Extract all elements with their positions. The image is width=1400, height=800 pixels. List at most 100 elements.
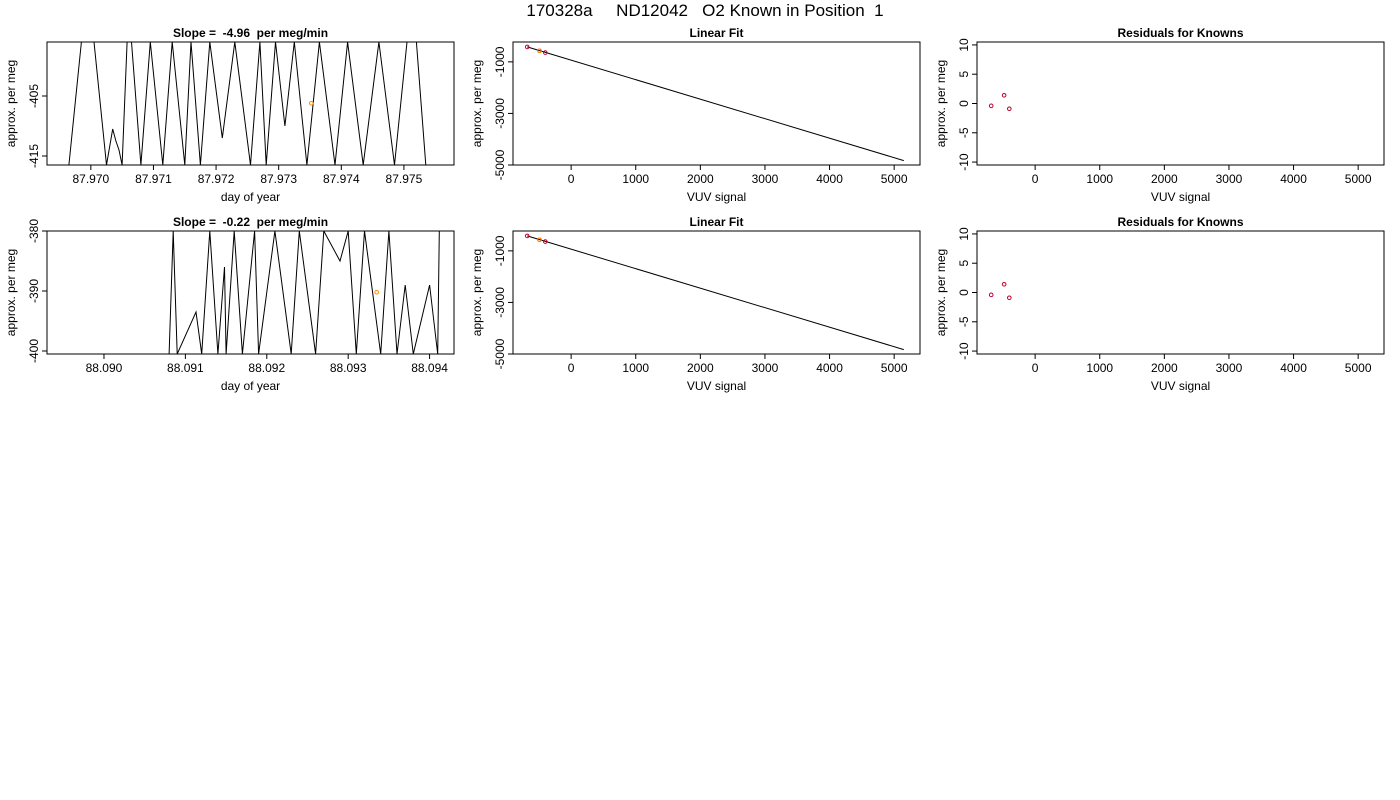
x-tick-label: 4000 (816, 361, 843, 375)
y-tick-label: -415 (27, 144, 41, 168)
x-tick-label: 87.974 (323, 172, 360, 186)
y-tick-label: -5 (957, 127, 971, 138)
panel-title: Residuals for Knowns (1117, 26, 1243, 40)
x-tick-label: 2000 (1151, 361, 1178, 375)
y-tick-label: -390 (27, 279, 41, 303)
x-tick-label: 88.092 (248, 361, 285, 375)
plot-frame (976, 41, 1385, 166)
y-tick-label: 0 (957, 100, 971, 107)
panel-title: Slope = -0.22 per meg/min (173, 215, 328, 229)
panel-title: Slope = -4.96 per meg/min (173, 26, 328, 40)
x-tick-label: 0 (1032, 172, 1039, 186)
y-tick-label: -380 (27, 219, 41, 243)
x-tick-label: 5000 (881, 172, 908, 186)
x-axis-label: VUV signal (1151, 379, 1210, 393)
data-trace-line (47, 231, 440, 354)
y-tick-label: -5 (957, 316, 971, 327)
x-tick-label: 4000 (1280, 361, 1307, 375)
x-tick-label: 4000 (816, 172, 843, 186)
chart-panel-linear-fit-top: Linear Fit 0 1000 2000 3000 4000 5000 -1000 -300… (470, 26, 921, 204)
residual-point-marker (1007, 106, 1012, 112)
y-tick-label: -3000 (493, 287, 507, 318)
residual-point-marker (543, 50, 548, 55)
x-tick-label: 87.973 (260, 172, 297, 186)
x-tick-label: 1000 (622, 172, 649, 186)
y-tick-label: -3000 (493, 98, 507, 129)
x-tick-label: 88.094 (411, 361, 448, 375)
x-tick-label: 0 (1032, 361, 1039, 375)
x-tick-label: 87.970 (72, 172, 109, 186)
residual-point-marker (988, 292, 994, 298)
y-tick-label: 5 (957, 260, 971, 267)
x-tick-label: 4000 (1280, 172, 1307, 186)
data-trace-line (68, 42, 427, 165)
panel-title: Linear Fit (689, 215, 743, 229)
panel-title: Residuals for Knowns (1117, 215, 1243, 229)
plot-frame (46, 230, 455, 355)
plot-frame (46, 41, 455, 166)
linear-fit-line (527, 46, 904, 162)
known-point-marker (537, 237, 542, 243)
residual-point-marker (524, 44, 530, 50)
y-tick-label: 10 (957, 227, 971, 241)
residual-point-marker (1001, 93, 1007, 98)
y-tick-label: 10 (957, 38, 971, 52)
y-tick-label: -5000 (493, 338, 507, 369)
y-tick-label: -10 (957, 153, 971, 171)
x-tick-label: 2000 (687, 361, 714, 375)
known-point-marker (308, 100, 314, 106)
linear-fit-line (527, 235, 904, 351)
y-tick-label: -5000 (493, 149, 507, 180)
plot-frame (512, 230, 921, 355)
y-axis-label: approx. per meg (4, 60, 18, 147)
chart-panel-slope-bottom: Slope = -0.22 per meg/min 88.090 88.091 88.… (4, 215, 455, 393)
y-tick-label: -1000 (493, 235, 507, 266)
y-tick-label: 5 (957, 71, 971, 78)
x-tick-label: 1000 (1086, 361, 1113, 375)
y-tick-label: 0 (957, 289, 971, 296)
y-tick-label: -405 (27, 84, 41, 108)
chart-panel-linear-fit-bottom: Linear Fit 0 1000 2000 3000 4000 5000 -1000 -300… (470, 215, 921, 393)
x-tick-label: 87.971 (135, 172, 172, 186)
x-tick-label: 3000 (752, 361, 779, 375)
y-tick-label: -10 (957, 342, 971, 360)
x-tick-label: 5000 (1345, 361, 1372, 375)
y-axis-label: approx. per meg (470, 249, 484, 336)
chart-panel-residuals-bottom: Residuals for Knowns 0 1000 2000 3000 4000 500… (934, 215, 1385, 393)
x-tick-label: 87.975 (386, 172, 423, 186)
known-point-marker (537, 48, 542, 54)
x-tick-label: 88.091 (167, 361, 204, 375)
x-axis-label: VUV signal (687, 190, 746, 204)
y-axis-label: approx. per meg (934, 60, 948, 147)
x-axis-label: VUV signal (1151, 190, 1210, 204)
x-axis-label: VUV signal (687, 379, 746, 393)
residual-point-marker (543, 239, 548, 244)
plot-frame (976, 230, 1385, 355)
x-tick-label: 5000 (881, 361, 908, 375)
residual-point-marker (1001, 282, 1007, 287)
x-tick-label: 3000 (1216, 361, 1243, 375)
x-axis-label: day of year (221, 379, 280, 393)
x-tick-label: 3000 (1216, 172, 1243, 186)
chart-panel-residuals-top: Residuals for Knowns 0 1000 2000 3000 4000 500… (934, 26, 1385, 204)
y-axis-label: approx. per meg (4, 249, 18, 336)
y-axis-label: approx. per meg (470, 60, 484, 147)
known-point-marker (374, 289, 379, 295)
residual-point-marker (1007, 295, 1012, 301)
x-tick-label: 1000 (622, 361, 649, 375)
x-tick-label: 5000 (1345, 172, 1372, 186)
x-tick-label: 2000 (1151, 172, 1178, 186)
x-axis-label: day of year (221, 190, 280, 204)
y-axis-label: approx. per meg (934, 249, 948, 336)
residual-point-marker (988, 103, 994, 109)
x-tick-label: 87.972 (198, 172, 235, 186)
y-tick-label: -1000 (493, 46, 507, 77)
x-tick-label: 3000 (752, 172, 779, 186)
panel-title: Linear Fit (689, 26, 743, 40)
x-tick-label: 0 (568, 361, 575, 375)
x-tick-label: 88.093 (330, 361, 367, 375)
chart-panel-slope-top: Slope = -4.96 per meg/min 87.970 87.971 87.… (4, 26, 455, 204)
y-tick-label: -400 (27, 339, 41, 363)
plot-frame (512, 41, 921, 166)
x-tick-label: 0 (568, 172, 575, 186)
